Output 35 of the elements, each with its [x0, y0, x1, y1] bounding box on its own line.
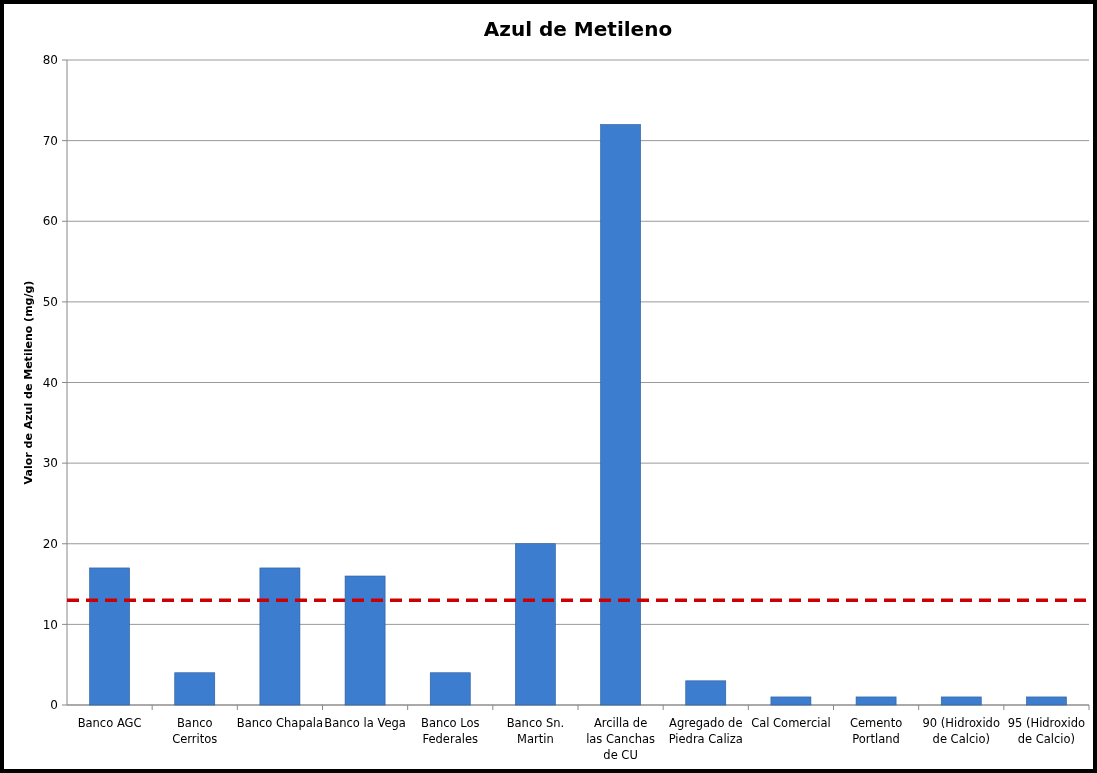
- x-tick-label: Arcilla de las Canchas de CU: [586, 716, 656, 762]
- x-tick-label: Banco Chapala: [236, 716, 324, 730]
- y-axis-title: Valor de Azul de Metileno (mg/g): [22, 280, 35, 485]
- x-tick-label: Banco la Vega: [324, 716, 406, 730]
- bar: [259, 567, 301, 706]
- bar: [89, 567, 130, 706]
- x-tick-label: Banco Cerritos: [172, 716, 218, 746]
- bar: [515, 543, 556, 706]
- x-tick-label: 95 (Hidroxido de Calcio): [1007, 716, 1086, 746]
- x-tick-label: 90 (Hidroxido de Calcio): [922, 716, 1000, 746]
- y-tick-label: 70: [42, 133, 58, 148]
- bar: [940, 696, 982, 706]
- x-tick-label: Banco AGC: [77, 716, 142, 730]
- bar: [770, 696, 812, 706]
- y-tick-label: 30: [42, 456, 58, 471]
- y-tick-label: 80: [42, 53, 58, 68]
- bar: [344, 575, 386, 706]
- chart-title: Azul de Metileno: [483, 17, 673, 41]
- x-tick-label: Cal Comercial: [751, 716, 831, 730]
- y-tick-label: 40: [42, 375, 58, 390]
- bar: [1026, 696, 1067, 706]
- y-tick-label: 0: [50, 698, 58, 713]
- y-tick-label: 50: [42, 295, 58, 310]
- bar: [855, 696, 897, 706]
- x-tick-label: Agregado de Piedra Caliza: [668, 716, 743, 746]
- y-tick-label: 10: [42, 617, 58, 632]
- bar: [174, 672, 216, 706]
- x-tick-label: Banco Sn. Martin: [506, 716, 565, 746]
- x-tick-label: Cemento Portland: [849, 716, 903, 746]
- y-tick-label: 20: [42, 536, 58, 551]
- bar: [685, 680, 727, 706]
- bar: [429, 672, 471, 706]
- bar: [600, 124, 641, 706]
- y-tick-label: 60: [42, 214, 58, 229]
- x-tick-label: Banco Los Federales: [421, 716, 480, 746]
